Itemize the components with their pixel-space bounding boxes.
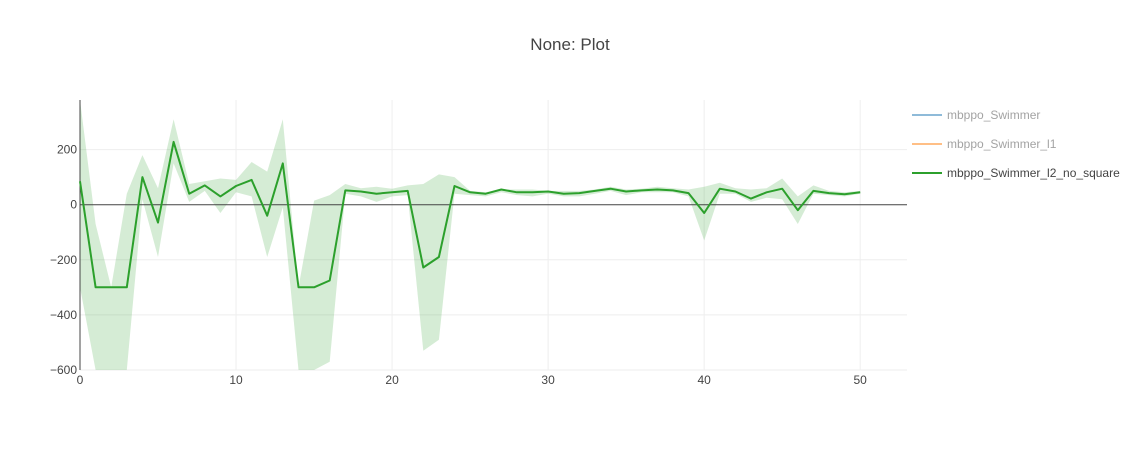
y-tick-label: 200	[57, 143, 77, 157]
grid	[79, 100, 907, 371]
x-tick-label: 20	[385, 373, 399, 387]
y-tick-label: −600	[50, 363, 77, 377]
y-tick-label: −400	[50, 308, 77, 322]
series-lines	[79, 140, 861, 289]
x-tick-label: 50	[854, 373, 868, 387]
y-tick-label: −200	[50, 253, 77, 267]
legend-item[interactable]: mbppo_Swimmer	[912, 108, 1040, 122]
legend-label: mbppo_Swimmer_l1	[947, 137, 1057, 151]
axes	[79, 100, 907, 370]
legend-item[interactable]: mbppo_Swimmer_l1	[912, 137, 1057, 151]
legend-item[interactable]: mbppo_Swimmer_l2_no_square	[912, 166, 1120, 180]
x-tick-label: 30	[541, 373, 555, 387]
legend-label: mbppo_Swimmer	[947, 108, 1040, 122]
confidence-bands	[80, 100, 861, 370]
x-tick-label: 40	[697, 373, 711, 387]
confidence-band	[80, 100, 861, 370]
legend[interactable]: mbppo_Swimmer mbppo_Swimmer_l1 mbppo_Swimm…	[912, 108, 1120, 180]
x-tick-label: 0	[77, 373, 84, 387]
tick-labels: 0 10 20 30 40 50 200 0 −200 −400 −600	[50, 143, 867, 387]
legend-label: mbppo_Swimmer_l2_no_square	[947, 166, 1120, 180]
series-line	[79, 140, 861, 289]
chart-title: None: Plot	[530, 35, 610, 54]
y-tick-label: 0	[70, 198, 77, 212]
x-tick-label: 10	[229, 373, 243, 387]
